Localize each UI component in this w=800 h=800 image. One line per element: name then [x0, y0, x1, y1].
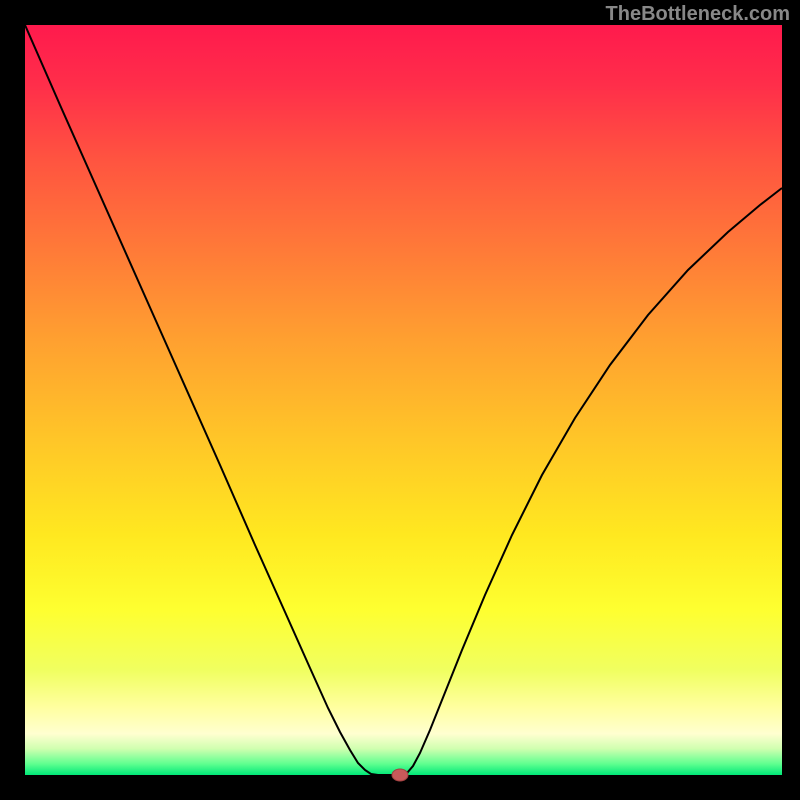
border-left — [0, 0, 25, 800]
chart-container: TheBottleneck.com — [0, 0, 800, 800]
watermark-text: TheBottleneck.com — [606, 3, 790, 26]
border-right — [782, 0, 800, 800]
optimal-point-marker — [392, 769, 408, 781]
bottleneck-chart — [0, 0, 800, 800]
plot-background — [25, 25, 782, 775]
